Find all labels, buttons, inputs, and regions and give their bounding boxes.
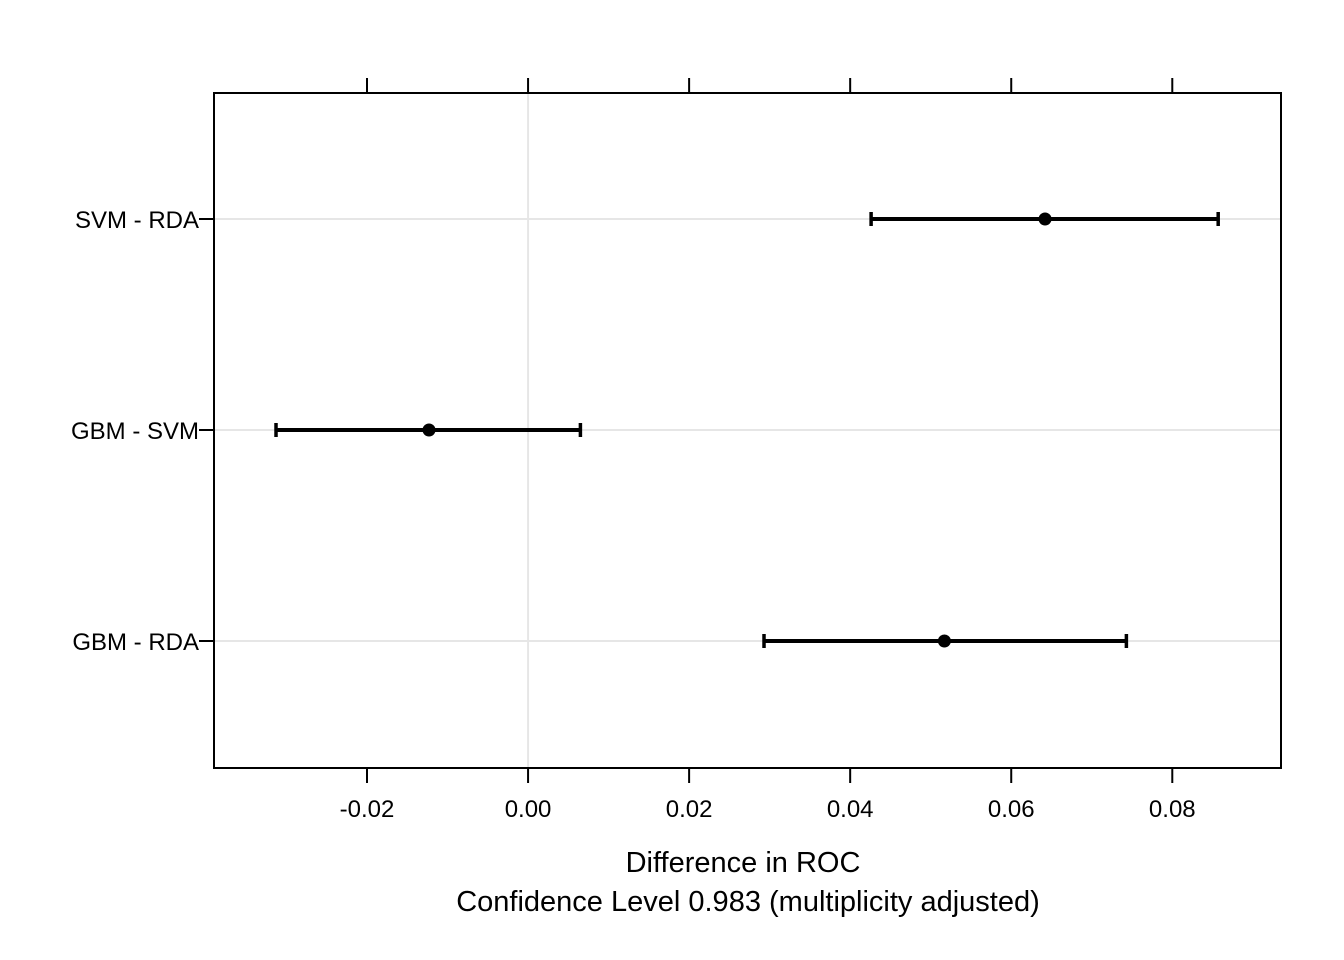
- axis-layer: -0.02 0.00 0.02 0.04 0.06 0.08 SVM - RDA GBM - …: [71, 78, 1196, 823]
- x-tick-label: 0.00: [505, 796, 552, 823]
- x-tick-label: -0.02: [340, 796, 395, 823]
- estimate-point: [422, 423, 436, 437]
- marks-layer: [274, 212, 1220, 648]
- x-tick-label: 0.04: [827, 796, 874, 823]
- y-tick-label: GBM - SVM: [71, 418, 199, 445]
- y-tick-label: GBM - RDA: [72, 629, 199, 656]
- x-tick-label: 0.06: [988, 796, 1035, 823]
- x-axis-title: Difference in ROC: [626, 847, 861, 879]
- estimate-point: [1038, 212, 1052, 226]
- x-axis-subtitle: Confidence Level 0.983 (multiplicity adj…: [456, 886, 1040, 918]
- x-tick-label: 0.02: [666, 796, 713, 823]
- y-tick-label: SVM - RDA: [75, 207, 199, 234]
- x-tick-label: 0.08: [1149, 796, 1196, 823]
- estimate-point: [937, 634, 951, 648]
